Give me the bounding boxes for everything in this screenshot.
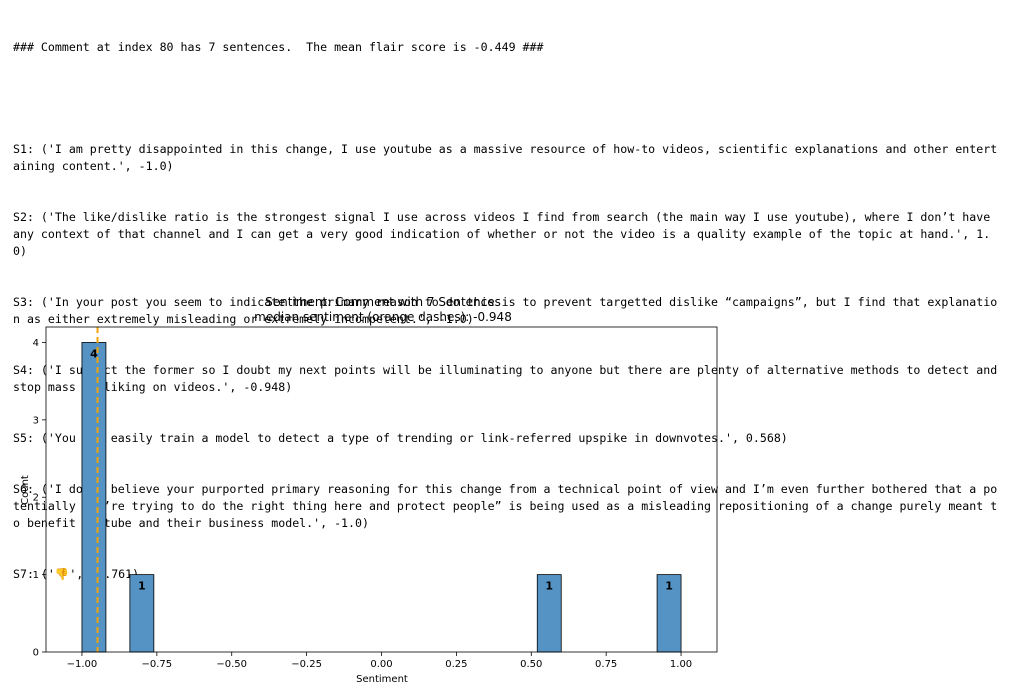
output-header: ### Comment at index 80 has 7 sentences.… — [13, 40, 544, 54]
y-tick-label: 2 — [33, 493, 39, 504]
x-tick-label: 1.00 — [670, 659, 692, 670]
bar-count-label: 1 — [138, 580, 146, 593]
y-tick-label: 4 — [33, 338, 39, 349]
x-tick-label: −0.25 — [291, 659, 322, 670]
x-tick-label: −1.00 — [67, 659, 98, 670]
chart-subtitle: median sentiment (orange dashes): -0.948 — [254, 310, 512, 324]
sentiment-histogram: Sentiment: Comment with 7 Sentences medi… — [20, 295, 718, 685]
y-tick-label: 0 — [33, 648, 39, 659]
bar-count-label: 1 — [665, 580, 673, 593]
x-tick-label: 0.75 — [595, 659, 617, 670]
chart-title: Sentiment: Comment with 7 Sentences — [265, 295, 501, 309]
x-tick-label: −0.75 — [142, 659, 173, 670]
plot-area: 4 1 1 1 −1.00 −0.75 −0.50 −0.25 0.00 0.25 0.50 0.75… — [33, 326, 718, 670]
bar-count-label: 4 — [90, 347, 98, 360]
sentence-line: S5: ('You can easily train a model to de… — [13, 431, 788, 445]
y-axis-label: Count — [20, 475, 31, 505]
sentence-line: S4: ('I suspect the former so I doubt my… — [13, 363, 1005, 394]
y-tick-label: 1 — [33, 570, 39, 581]
x-tick-label: 0.25 — [445, 659, 467, 670]
sentence-line: S2: ('The like/dislike ratio is the stro… — [13, 210, 998, 258]
sentence-line: S1: ('I am pretty disappointed in this c… — [13, 142, 998, 173]
histogram-bar — [81, 342, 107, 653]
x-tick-label: 0.50 — [520, 659, 542, 670]
sentence-line: S3: ('In your post you seem to indicate … — [13, 295, 998, 326]
bar-count-label: 1 — [545, 580, 553, 593]
x-axis-label: Sentiment — [356, 674, 408, 685]
y-tick-label: 3 — [33, 415, 39, 426]
output-text: ### Comment at index 80 has 7 sentences.… — [13, 5, 1003, 600]
x-tick-label: 0.00 — [370, 659, 392, 670]
blank-line — [13, 90, 1003, 107]
x-tick-label: −0.50 — [216, 659, 247, 670]
sentence-line: S6: ('I don’t believe your purported pri… — [13, 482, 998, 530]
